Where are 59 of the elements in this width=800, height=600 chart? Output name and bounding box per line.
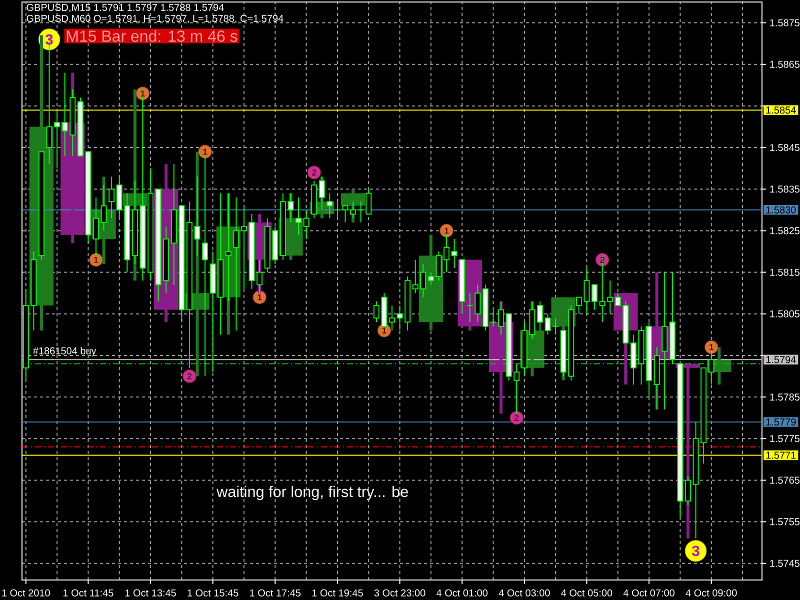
text: 3 [692, 546, 700, 556]
x-tick-label: 1 Oct 11:45 [63, 589, 114, 596]
text: 2 [187, 373, 192, 380]
candlestick [498, 300, 504, 336]
y-tick-label: 1.5805 [770, 310, 800, 318]
y-tick-label: 1.5825 [770, 227, 800, 234]
series-label: 1 [444, 228, 449, 234]
candlestick [389, 305, 395, 331]
x-tick-label: 3 Oct 23:00 [374, 589, 426, 596]
annotation: waiting for long, first try... be [216, 486, 408, 500]
y-tick-label: 1.5745 [770, 560, 800, 567]
candlestick [444, 234, 450, 273]
candlestick [334, 201, 340, 219]
y-tick-label: 1.5835 [770, 186, 800, 193]
chart-title: GBPUSD,M15 1.5791 1.5797 1.5788 1.5794 [26, 4, 224, 12]
x-tick-label: 1 Oct 17:45 [250, 589, 301, 596]
y-tick-label: 1.5755 [770, 518, 800, 526]
candlestick [241, 205, 247, 290]
candlestick [490, 309, 496, 327]
text: 1 [709, 344, 714, 350]
x-tick-label: 1 Oct 19:45 [312, 589, 363, 596]
y-tick-label: 1.5865 [770, 60, 800, 68]
candlestick [296, 196, 302, 236]
x-tick-label: 1 Oct 15:45 [188, 589, 238, 596]
ref-line-label: 1.5771 [766, 452, 796, 459]
text: 1 [382, 328, 386, 334]
candlestick [685, 476, 691, 506]
annotation: M15 Bar end: 13 m 46 s [66, 30, 238, 42]
y-tick-label: 1.5765 [770, 476, 800, 484]
series-label: 2 [514, 414, 519, 421]
candlestick [592, 284, 598, 310]
ref-line-label: 1.5854 [766, 106, 796, 114]
x-tick-label: 4 Oct 09:00 [686, 589, 737, 596]
y-tick-label: 1.5875 [770, 19, 800, 26]
candlestick [233, 196, 240, 331]
y-tick-label: 1.5775 [770, 435, 800, 442]
candlestick [451, 238, 458, 269]
text: 2 [312, 169, 316, 176]
y-tick-label: 1.5845 [770, 144, 800, 152]
x-tick-label: 1 Oct 13:45 [125, 589, 176, 596]
candlestick [537, 300, 543, 331]
ref-line-label: 1.5779 [766, 418, 796, 426]
candlestick [326, 192, 333, 219]
x-tick-label: 4 Oct 03:00 [498, 589, 550, 596]
y-tick-label: 1.5815 [770, 268, 800, 276]
ref-line-label: #1861504 buy [32, 347, 96, 356]
candlestick [303, 209, 310, 240]
ref-line-label: 1.5794 [766, 356, 796, 364]
x-tick-label: 1 Oct 2010 [2, 589, 50, 596]
x-tick-label: 4 Oct 07:00 [623, 589, 674, 596]
candlestick [93, 196, 99, 264]
text: 1 [203, 148, 208, 155]
x-tick-label: 4 Oct 01:00 [436, 589, 488, 596]
text: GBPUSD,M60 O=1.5791, H=1.5797, L=1.5788, C=1.5794 [26, 14, 284, 24]
text: 1 [258, 294, 262, 300]
ref-line-label: 1.5830 [766, 206, 796, 214]
y-tick-label: 1.5785 [770, 393, 800, 401]
x-tick-label: 4 Oct 05:00 [561, 589, 612, 596]
candlestick [108, 176, 115, 219]
